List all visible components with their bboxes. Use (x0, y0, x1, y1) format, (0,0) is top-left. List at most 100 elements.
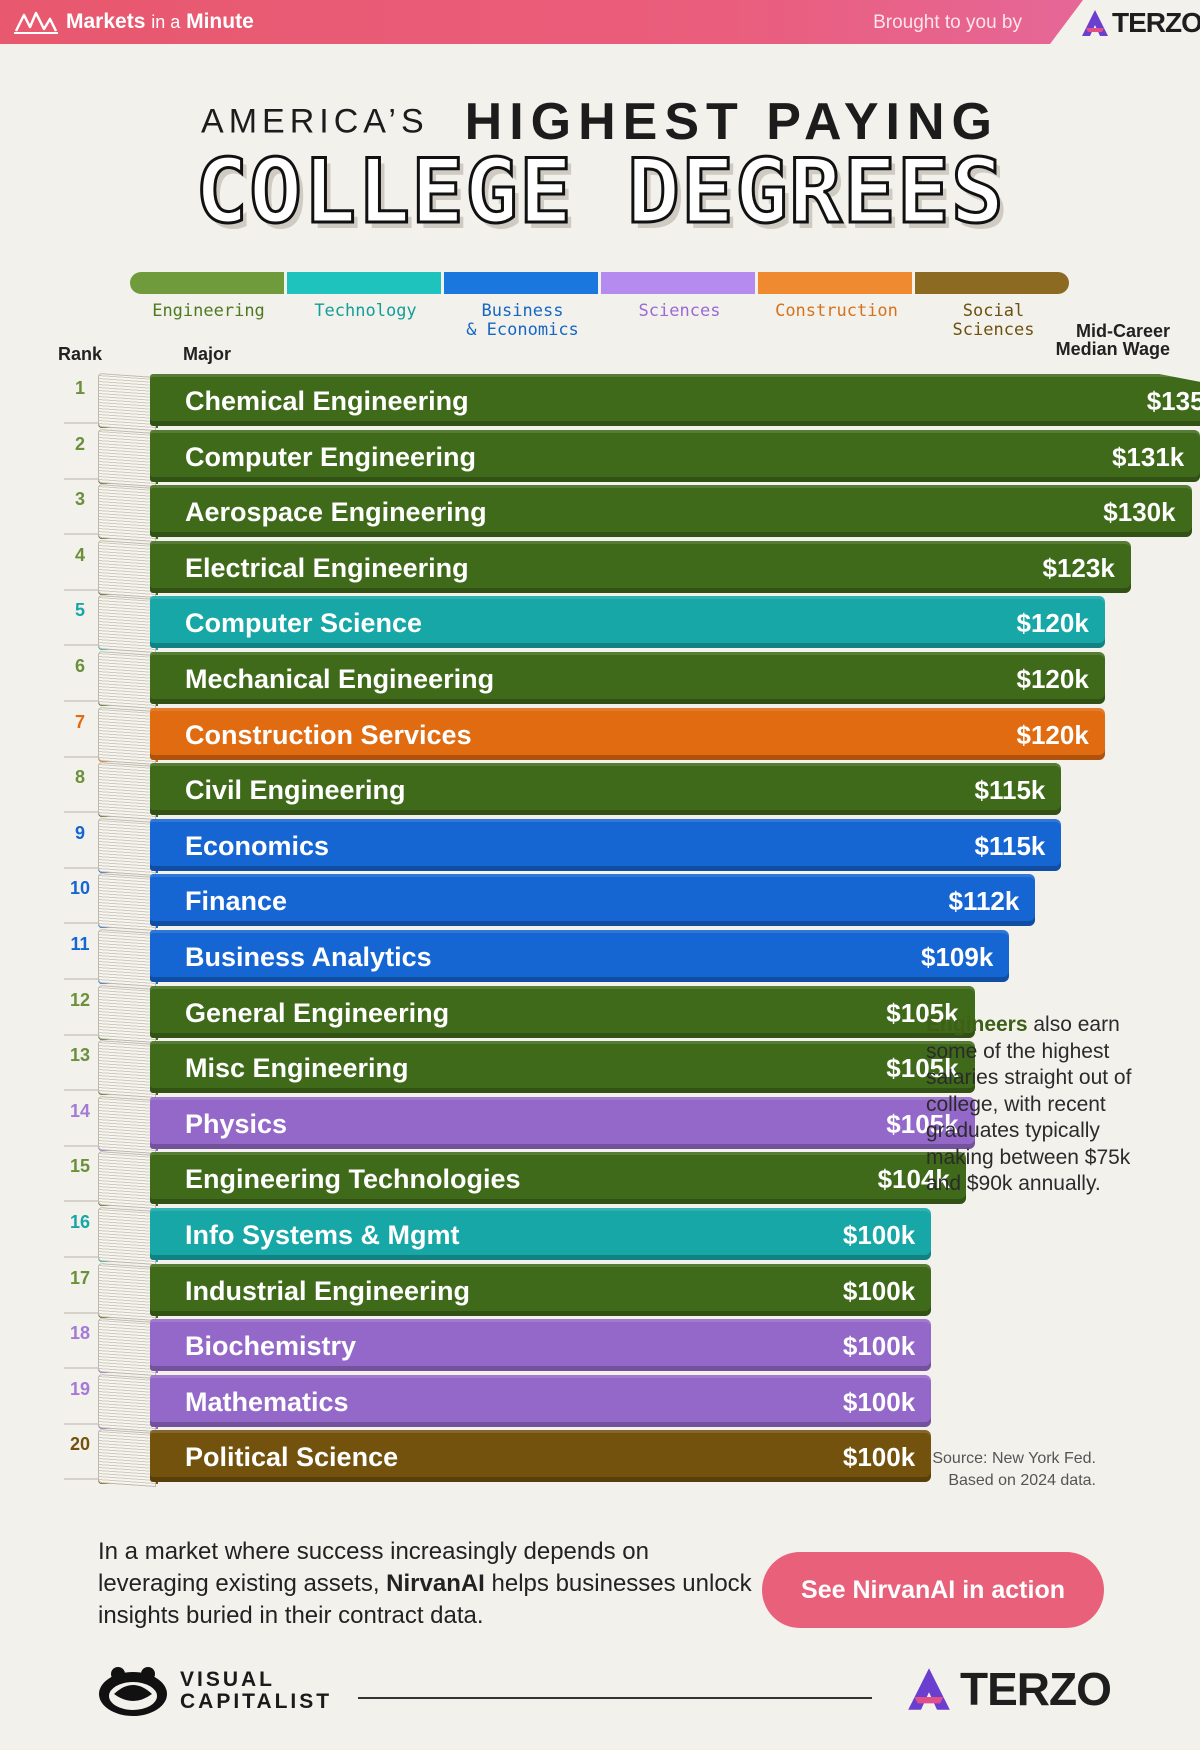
book-pages (98, 539, 156, 598)
wage-label: $120k (1016, 664, 1089, 694)
book-pages (98, 1262, 156, 1321)
wage-label: $131k (1111, 441, 1185, 472)
rank-divider (64, 1144, 100, 1147)
bar-row: 3 Aerospace Engineering $130k (0, 483, 1200, 543)
major-label: Economics (185, 830, 330, 861)
book-pages (98, 928, 156, 988)
bar-row: 20 Political Science $100k (0, 1428, 1200, 1488)
rank-label: 6 (74, 656, 85, 676)
major-label: Chemical Engineering (185, 386, 469, 416)
book-pages (98, 1095, 156, 1154)
bar (150, 1152, 966, 1205)
wage-label: $100k (842, 1442, 916, 1473)
rank-divider (64, 644, 100, 647)
bar-row: 2 Computer Engineering $131k (0, 428, 1200, 487)
bar (150, 874, 1036, 927)
bar (150, 652, 1105, 704)
vc-line-1: VISUAL (180, 1668, 276, 1691)
vc-line-2: CAPITALIST (180, 1690, 333, 1713)
rank-divider (64, 588, 100, 591)
bar-row: 4 Electrical Engineering $123k (0, 539, 1200, 598)
major-label: General Engineering (185, 997, 450, 1028)
bar-row: 10 Finance $112k (0, 872, 1200, 932)
legend-swatch-0 (130, 272, 284, 294)
rank-label: 2 (74, 433, 85, 454)
terzo-footer-logo[interactable]: TERZO (900, 1662, 1112, 1716)
see-nirvanai-button[interactable]: See NirvanAI in action (762, 1552, 1104, 1628)
book-pages (98, 595, 156, 654)
markets-in-a-minute-brand[interactable]: Markets in a Minute (14, 8, 254, 36)
bar-row: 8 Civil Engineering $115k (0, 761, 1200, 821)
rank-label: 7 (74, 711, 85, 732)
brought-by-text: Brought to you by (873, 12, 1022, 33)
major-label: Construction Services (185, 719, 472, 750)
wage-label: $130k (1103, 497, 1176, 528)
major-label: Mathematics (185, 1386, 349, 1417)
rank-divider (64, 866, 100, 869)
book-pages (98, 1206, 156, 1266)
wage-header: Mid-Career Median Wage (1055, 321, 1170, 359)
book-pages (98, 650, 156, 710)
book-pages (98, 984, 156, 1043)
wage-label: $109k (921, 942, 994, 972)
rank-divider (64, 1367, 100, 1370)
rank-label: 19 (69, 1378, 91, 1399)
major-label: Physics (185, 1108, 288, 1139)
legend-swatch-4 (758, 272, 912, 294)
bar (150, 818, 1062, 871)
bar-row: 15 Engineering Technologies $104k (0, 1150, 1200, 1210)
cta-text: In a market where success increasingly d… (98, 1538, 752, 1629)
book-pages (98, 1373, 156, 1432)
rank-label: 8 (74, 767, 85, 788)
book-pages (98, 706, 156, 765)
bar (150, 707, 1105, 760)
bar (150, 930, 1010, 982)
major-header: Major (183, 344, 232, 364)
rank-label: 18 (69, 1323, 91, 1344)
major-label: Misc Engineering (185, 1053, 409, 1084)
terzo-a-icon (1082, 10, 1108, 36)
rank-divider (64, 1422, 100, 1425)
rank-divider (64, 533, 100, 536)
rank-label: 11 (70, 934, 90, 954)
rank-divider (64, 978, 100, 980)
visual-capitalist-logo[interactable]: VISUAL CAPITALIST (96, 1664, 332, 1718)
rank-label: 9 (74, 822, 85, 843)
legend-label-1: Technology (314, 301, 417, 321)
rank-label: 4 (74, 544, 85, 565)
bar (150, 429, 1200, 482)
wage-label: $105k (886, 1108, 959, 1139)
bar-row: 6 Mechanical Engineering $120k (0, 650, 1200, 710)
major-label: Biochemistry (185, 1331, 357, 1362)
book-pages (98, 1429, 156, 1488)
rank-divider (64, 1478, 100, 1481)
bar-row: 16 Info Systems & Mgmt $100k (0, 1206, 1200, 1266)
legend-swatch-3 (601, 272, 755, 294)
bar-row: 18 Biochemistry $100k (0, 1317, 1200, 1377)
rank-divider (64, 1089, 100, 1092)
legend-swatch-5 (915, 272, 1069, 294)
major-label: Info Systems & Mgmt (185, 1220, 460, 1250)
legend-swatch-1 (287, 272, 441, 294)
bar (150, 1374, 932, 1427)
terzo-a-icon (908, 1668, 950, 1710)
rank-divider (64, 811, 100, 814)
bar (150, 1208, 932, 1260)
major-label: Mechanical Engineering (185, 664, 495, 694)
wage-label: $115k (974, 775, 1046, 806)
bar-row: 14 Physics $105k (0, 1095, 1200, 1154)
visual-capitalist-icon (99, 1667, 167, 1716)
major-label: Business Analytics (185, 942, 432, 972)
book-pages (98, 484, 156, 543)
chart-wave-icon (14, 11, 58, 34)
rank-label: 13 (69, 1045, 91, 1066)
terzo-header-logo[interactable]: TERZO (1050, 0, 1200, 44)
bar (150, 1041, 975, 1094)
rank-divider (64, 1200, 100, 1203)
source-line-1: Source: New York Fed. (932, 1450, 1096, 1467)
wage-label: $100k (842, 1220, 916, 1250)
rank-header: Rank (58, 344, 103, 364)
bar-row: 19 Mathematics $100k (0, 1373, 1200, 1432)
engineers-note: Engineers also earn some of the highest … (926, 1013, 1132, 1195)
bar (150, 1263, 932, 1316)
